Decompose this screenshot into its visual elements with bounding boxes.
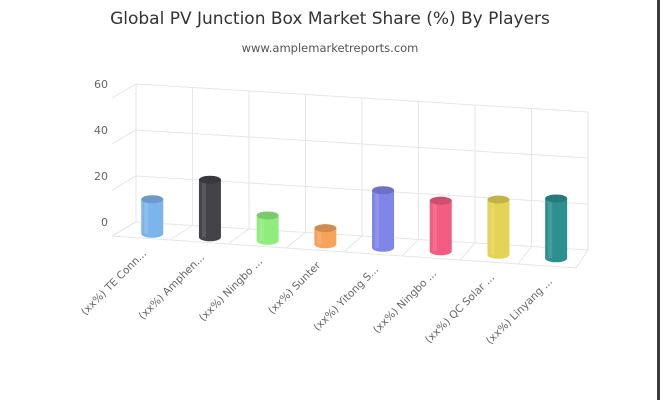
floor-line	[111, 221, 137, 237]
bar-body	[372, 190, 395, 252]
bar-body	[141, 199, 164, 238]
x-tick-label: (xx%) QC Solar ...	[423, 272, 497, 346]
floor-line	[227, 228, 250, 245]
bar-top	[314, 224, 337, 233]
bar-highlight	[375, 190, 380, 248]
window-edge	[657, 0, 660, 400]
bar-top	[429, 196, 452, 205]
bar-top	[487, 195, 510, 204]
bar-cylinder	[198, 175, 221, 242]
bar-cylinder	[429, 196, 452, 256]
x-tick-label: (xx%) Sunter	[266, 259, 324, 317]
bar-top	[256, 211, 279, 220]
bar-top	[198, 175, 221, 184]
bar-top	[141, 195, 164, 204]
bar-cylinder	[545, 194, 568, 263]
floor-line	[459, 242, 476, 261]
bar-cylinder	[487, 195, 510, 259]
bar-cylinder	[256, 211, 279, 245]
bar-top	[372, 186, 395, 195]
chart-title: Global PV Junction Box Market Share (%) …	[110, 9, 550, 29]
floor-line	[285, 232, 306, 249]
floor-front-edge	[111, 235, 577, 269]
x-tick-label: (xx%) TE Conn...	[79, 248, 149, 318]
gridline	[111, 175, 589, 205]
floor-line	[575, 249, 589, 269]
gridline	[111, 83, 589, 113]
y-tick-label: 20	[94, 170, 108, 183]
gridline	[111, 221, 589, 251]
y-tick-label: 60	[94, 78, 108, 91]
bar-highlight	[490, 199, 495, 255]
bar-body	[198, 179, 221, 242]
bar-body	[314, 228, 337, 249]
floor-line	[517, 246, 532, 265]
bar-cylinder	[372, 186, 395, 252]
bar-body	[545, 198, 568, 263]
x-tick-label: (xx%) Yitong S...	[311, 264, 381, 334]
floor-line	[343, 235, 363, 253]
gridline	[111, 129, 589, 159]
x-tick-label: (xx%) Amphen...	[137, 252, 208, 323]
bar-body	[256, 215, 279, 245]
bar-top	[545, 194, 568, 203]
y-axis-ticks: 0 20 40 60	[94, 78, 108, 229]
floor-line	[169, 225, 193, 241]
floor-line	[401, 239, 419, 257]
x-tick-label: (xx%) Linyang ...	[484, 276, 555, 347]
bars	[141, 175, 568, 263]
grid	[111, 83, 589, 269]
bar-highlight	[432, 200, 437, 252]
bar-cylinder	[314, 224, 337, 249]
bar-highlight	[548, 198, 553, 259]
y-tick-label: 40	[94, 124, 108, 137]
bar-highlight	[259, 215, 264, 241]
bar-body	[429, 200, 452, 256]
bar-cylinder	[141, 195, 164, 238]
y-tick-label: 0	[101, 216, 108, 229]
x-tick-label: (xx%) Ningbo ...	[371, 268, 439, 336]
bar-highlight	[144, 199, 149, 234]
bar-highlight	[317, 228, 322, 245]
bar-highlight	[201, 179, 206, 238]
x-tick-label: (xx%) Ningbo ...	[197, 256, 265, 324]
bar-body	[487, 199, 510, 259]
x-axis-labels: (xx%) TE Conn...(xx%) Amphen...(xx%) Nin…	[79, 248, 555, 347]
chart-subtitle: www.amplemarketreports.com	[242, 41, 419, 55]
